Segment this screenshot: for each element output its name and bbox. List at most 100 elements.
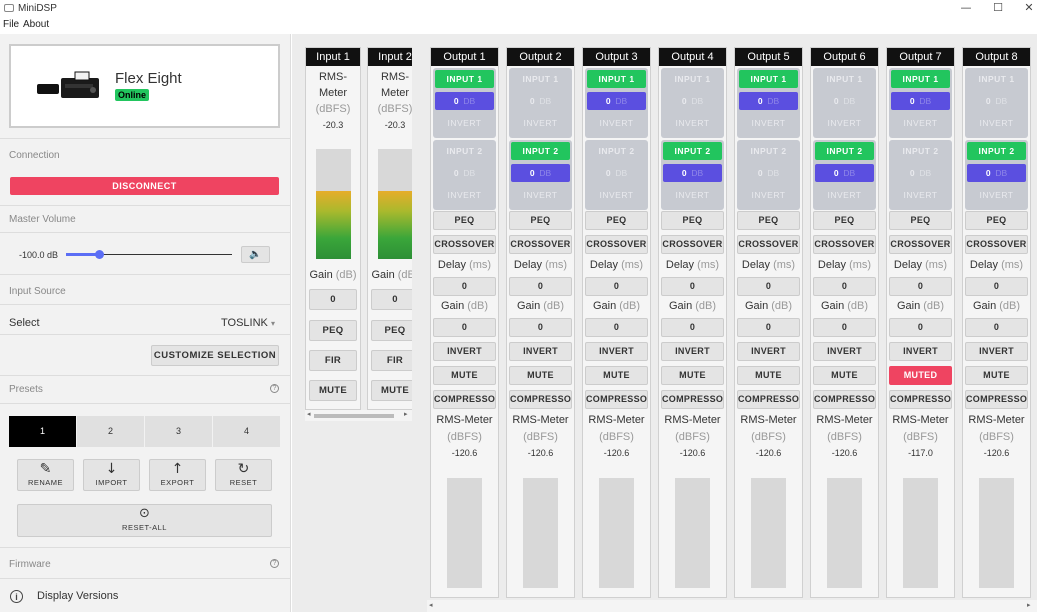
- maximize-button[interactable]: ☐: [993, 1, 1003, 14]
- route-in1-gain[interactable]: 0 DB: [435, 92, 494, 110]
- inputs-scrollbar[interactable]: ◂ ▸: [305, 410, 412, 421]
- rename-button[interactable]: ✎ RENAME: [17, 459, 74, 491]
- master-volume-slider[interactable]: [66, 254, 232, 255]
- route-in2-invert[interactable]: INVERT: [751, 190, 786, 200]
- route-in2-toggle[interactable]: INPUT 2: [815, 142, 874, 160]
- route-in1-toggle[interactable]: INPUT 1: [826, 74, 863, 84]
- route-in2-gain[interactable]: 0 DB: [605, 168, 628, 178]
- invert-button[interactable]: INVERT: [813, 342, 876, 361]
- delay-input[interactable]: 0: [889, 277, 952, 296]
- compressor-button[interactable]: COMPRESSOR: [737, 390, 800, 409]
- close-button[interactable]: ✕: [1024, 1, 1034, 14]
- route-in1-gain[interactable]: 0 DB: [891, 92, 950, 110]
- outputs-scrollbar[interactable]: ◂ ▸: [427, 600, 1037, 612]
- inputs-scroll-thumb[interactable]: [314, 414, 394, 418]
- crossover-button[interactable]: CROSSOVER: [661, 235, 724, 254]
- delay-input[interactable]: 0: [965, 277, 1028, 296]
- route-in1-invert[interactable]: INVERT: [751, 118, 786, 128]
- gain-input[interactable]: 0: [813, 318, 876, 337]
- route-in1-gain[interactable]: 0 DB: [587, 92, 646, 110]
- invert-button[interactable]: INVERT: [889, 342, 952, 361]
- peq-button[interactable]: PEQ: [585, 211, 648, 230]
- route-in1-invert[interactable]: INVERT: [979, 118, 1014, 128]
- master-volume-thumb[interactable]: [95, 250, 105, 259]
- peq-button[interactable]: PEQ: [889, 211, 952, 230]
- invert-button[interactable]: INVERT: [509, 342, 572, 361]
- route-in1-toggle[interactable]: INPUT 1: [978, 74, 1015, 84]
- menu-about[interactable]: About: [23, 19, 50, 30]
- invert-button[interactable]: INVERT: [965, 342, 1028, 361]
- gain-input[interactable]: 0: [661, 318, 724, 337]
- compressor-button[interactable]: COMPRESSOR: [813, 390, 876, 409]
- route-in1-toggle[interactable]: INPUT 1: [522, 74, 559, 84]
- help-icon[interactable]: ?: [270, 559, 279, 568]
- route-in2-toggle[interactable]: INPUT 2: [967, 142, 1026, 160]
- crossover-button[interactable]: CROSSOVER: [585, 235, 648, 254]
- route-in2-gain[interactable]: 0 DB: [815, 164, 874, 182]
- route-in1-toggle[interactable]: INPUT 1: [739, 70, 798, 88]
- route-in2-gain[interactable]: 0 DB: [511, 164, 570, 182]
- peq-button[interactable]: PEQ: [661, 211, 724, 230]
- peq-button[interactable]: PEQ: [965, 211, 1028, 230]
- compressor-button[interactable]: COMPRESSOR: [661, 390, 724, 409]
- preset-3[interactable]: 3: [145, 416, 212, 447]
- gain-input[interactable]: 0: [371, 289, 412, 310]
- mute-button[interactable]: MUTE: [965, 366, 1028, 385]
- peq-button[interactable]: PEQ: [371, 320, 412, 341]
- mute-button[interactable]: MUTE: [661, 366, 724, 385]
- preset-2[interactable]: 2: [77, 416, 144, 447]
- route-in1-toggle[interactable]: INPUT 1: [587, 70, 646, 88]
- route-in2-gain[interactable]: 0 DB: [663, 164, 722, 182]
- gain-input[interactable]: 0: [965, 318, 1028, 337]
- route-in1-gain[interactable]: 0 DB: [985, 96, 1008, 106]
- route-in2-toggle[interactable]: INPUT 2: [902, 146, 939, 156]
- route-in2-invert[interactable]: INVERT: [523, 190, 558, 200]
- gain-input[interactable]: 0: [509, 318, 572, 337]
- peq-button[interactable]: PEQ: [813, 211, 876, 230]
- mute-button[interactable]: MUTE: [309, 380, 357, 401]
- import-button[interactable]: ↓ IMPORT: [83, 459, 140, 491]
- scroll-right-icon[interactable]: ▸: [1027, 602, 1031, 609]
- route-in1-toggle[interactable]: INPUT 1: [891, 70, 950, 88]
- route-in1-invert[interactable]: INVERT: [447, 118, 482, 128]
- crossover-button[interactable]: CROSSOVER: [509, 235, 572, 254]
- peq-button[interactable]: PEQ: [509, 211, 572, 230]
- mute-button[interactable]: MUTE: [585, 366, 648, 385]
- compressor-button[interactable]: COMPRESSOR: [965, 390, 1028, 409]
- fir-button[interactable]: FIR: [309, 350, 357, 371]
- delay-input[interactable]: 0: [661, 277, 724, 296]
- route-in2-invert[interactable]: INVERT: [827, 190, 862, 200]
- route-in2-gain[interactable]: 0 DB: [453, 168, 476, 178]
- reset-button[interactable]: ↻ RESET: [215, 459, 272, 491]
- mute-button[interactable]: MUTE: [433, 366, 496, 385]
- crossover-button[interactable]: CROSSOVER: [433, 235, 496, 254]
- route-in1-invert[interactable]: INVERT: [599, 118, 634, 128]
- invert-button[interactable]: INVERT: [585, 342, 648, 361]
- mute-button[interactable]: MUTE: [509, 366, 572, 385]
- input-source-select[interactable]: TOSLINK ▾: [221, 317, 275, 329]
- peq-button[interactable]: PEQ: [433, 211, 496, 230]
- compressor-button[interactable]: COMPRESSOR: [433, 390, 496, 409]
- route-in2-invert[interactable]: INVERT: [903, 190, 938, 200]
- reset-all-button[interactable]: ⊙ RESET-ALL: [17, 504, 272, 537]
- gain-input[interactable]: 0: [309, 289, 357, 310]
- delay-input[interactable]: 0: [433, 277, 496, 296]
- help-icon[interactable]: ?: [270, 384, 279, 393]
- route-in2-toggle[interactable]: INPUT 2: [446, 146, 483, 156]
- route-in1-gain[interactable]: 0 DB: [739, 92, 798, 110]
- peq-button[interactable]: PEQ: [737, 211, 800, 230]
- fir-button[interactable]: FIR: [371, 350, 412, 371]
- minimize-button[interactable]: —: [960, 1, 972, 14]
- invert-button[interactable]: INVERT: [433, 342, 496, 361]
- gain-input[interactable]: 0: [433, 318, 496, 337]
- route-in2-invert[interactable]: INVERT: [675, 190, 710, 200]
- mute-button[interactable]: MUTE: [813, 366, 876, 385]
- invert-button[interactable]: INVERT: [661, 342, 724, 361]
- route-in1-toggle[interactable]: INPUT 1: [435, 70, 494, 88]
- customize-selection-button[interactable]: CUSTOMIZE SELECTION: [151, 345, 279, 366]
- route-in1-invert[interactable]: INVERT: [827, 118, 862, 128]
- route-in2-gain[interactable]: 0 DB: [967, 164, 1026, 182]
- menu-file[interactable]: File: [3, 19, 20, 30]
- route-in2-invert[interactable]: INVERT: [447, 190, 482, 200]
- route-in1-invert[interactable]: INVERT: [523, 118, 558, 128]
